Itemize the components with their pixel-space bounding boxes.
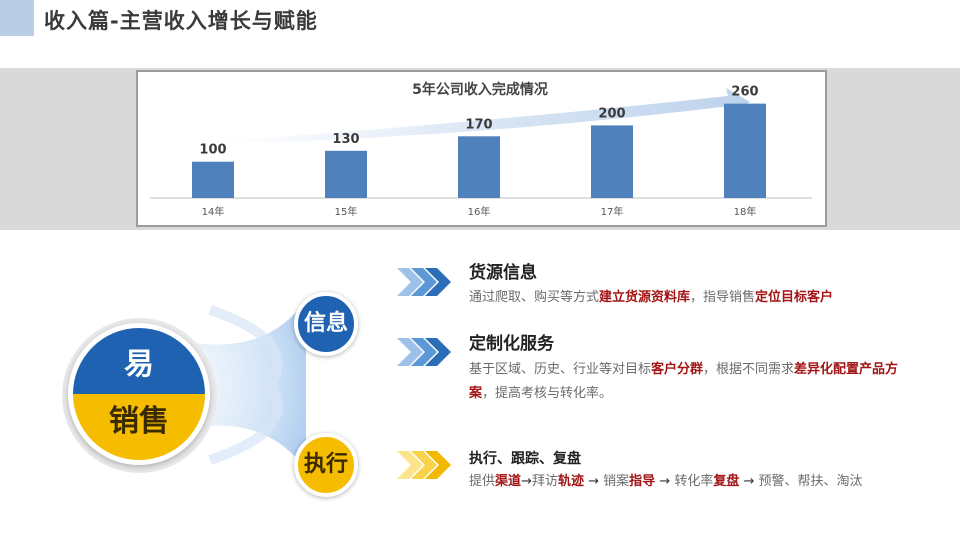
text-segment: 基于区域、历史、行业等对目标 <box>469 362 652 377</box>
text-segment: ，指导销售 <box>690 290 756 305</box>
highlight-segment: 定位目标客户 <box>755 290 834 305</box>
highlight-segment: 轨迹 <box>557 474 584 489</box>
value-label: 200 <box>598 106 625 121</box>
revenue-chart: 5年公司收入完成情况 100 130 170 200 260 14年 15年 16年 17年 1… <box>136 70 827 227</box>
x-tick-label: 18年 <box>734 205 757 218</box>
source-info-heading: 货源信息 <box>469 263 537 283</box>
text-segment: 转化率 <box>674 474 714 489</box>
custom-service-text: 基于区域、历史、行业等对目标客户分群，根据不同需求差异化配置产品方案，提高考核与… <box>469 358 914 406</box>
page-title: 收入篇-主营收入增长与赋能 <box>44 9 318 33</box>
value-label: 260 <box>731 85 758 100</box>
arrow-segment: → <box>583 474 604 489</box>
x-tick-label: 17年 <box>601 205 624 218</box>
text-segment: 拜访 <box>531 474 558 489</box>
x-tick-label: 16年 <box>468 205 491 218</box>
value-label: 100 <box>199 143 226 158</box>
blue-chevron-arrows-icon <box>397 338 451 366</box>
text-segment: 通过爬取、购买等方式 <box>469 290 600 305</box>
text-segment: 销案 <box>603 474 630 489</box>
blue-chevron-arrows-icon <box>397 268 451 296</box>
value-label: 170 <box>465 117 492 132</box>
x-tick-label: 15年 <box>335 205 358 218</box>
highlight-segment: 差异化配置产品方案 <box>469 362 899 401</box>
text-segment: ，提高考核与转化率。 <box>482 386 613 401</box>
text-segment: 提供 <box>469 474 496 489</box>
highlight-segment: 复盘 <box>713 474 740 489</box>
bar-16年 <box>458 136 500 198</box>
trend-swoosh-arrow <box>208 88 750 144</box>
source-info-text: 通过爬取、购买等方式建立货源资料库，指导销售定位目标客户 <box>469 286 939 310</box>
highlight-segment: 指导 <box>629 474 656 489</box>
main-circle-top-text: 易 <box>73 328 205 394</box>
title-accent-bar <box>0 0 34 36</box>
x-tick-label: 14年 <box>202 205 225 218</box>
arrow-segment: → <box>739 474 759 489</box>
exec-heading: 执行、跟踪、复盘 <box>469 451 581 467</box>
bar-18年 <box>724 103 766 198</box>
light-beam-shape <box>160 300 306 470</box>
main-circle-bottom-text: 销售 <box>73 394 205 460</box>
highlight-segment: 客户分群 <box>651 362 704 377</box>
exec-circle: 执行 <box>294 433 358 497</box>
value-label: 130 <box>332 132 359 147</box>
highlight-segment: 渠道 <box>495 474 522 489</box>
bar-15年 <box>325 150 367 198</box>
custom-service-heading: 定制化服务 <box>469 334 554 354</box>
highlight-segment: 建立货源资料库 <box>599 290 691 305</box>
chart-title: 5年公司收入完成情况 <box>412 81 548 98</box>
text-segment: 预警、帮扶、淘汰 <box>758 474 863 489</box>
revenue-chart-svg: 5年公司收入完成情况 100 130 170 200 260 14年 15年 16年 17年 1… <box>150 81 812 218</box>
yi-sales-circle: 易 销售 <box>68 323 210 465</box>
bar-14年 <box>192 161 234 198</box>
text-segment: ，根据不同需求 <box>703 362 795 377</box>
info-circle: 信息 <box>294 292 358 356</box>
bar-17年 <box>591 125 633 198</box>
exec-text: 提供渠道→拜访轨迹 → 销案指导 → 转化率复盘 → 预警、帮扶、淘汰 <box>469 470 949 494</box>
arrow-segment: → <box>521 474 532 489</box>
yellow-chevron-arrows-icon <box>397 451 451 479</box>
arrow-segment: → <box>655 474 675 489</box>
